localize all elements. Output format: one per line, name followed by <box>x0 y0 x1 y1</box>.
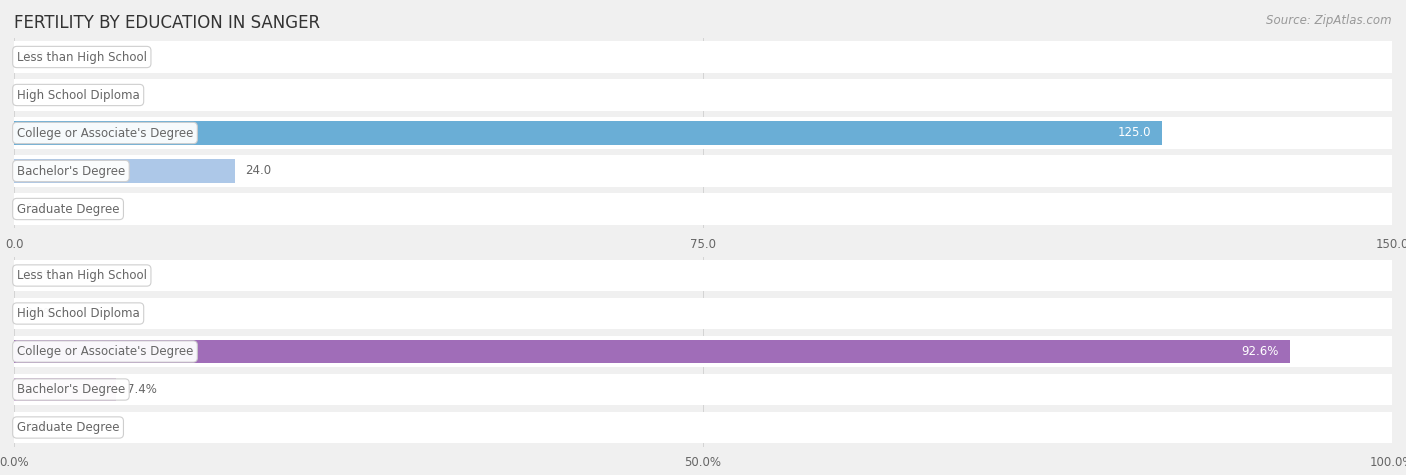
Text: College or Associate's Degree: College or Associate's Degree <box>17 345 193 358</box>
Text: 0.0: 0.0 <box>25 88 44 102</box>
Bar <box>14 378 117 401</box>
Bar <box>14 260 1392 291</box>
Bar <box>14 121 1163 145</box>
Text: 92.6%: 92.6% <box>1241 345 1279 358</box>
Text: Less than High School: Less than High School <box>17 269 146 282</box>
Text: 0.0: 0.0 <box>25 202 44 216</box>
Bar <box>14 79 1392 111</box>
Bar <box>14 41 1392 73</box>
Bar <box>14 117 1392 149</box>
Text: Bachelor's Degree: Bachelor's Degree <box>17 383 125 396</box>
Text: 0.0%: 0.0% <box>25 269 55 282</box>
Bar <box>14 336 1392 367</box>
Text: College or Associate's Degree: College or Associate's Degree <box>17 126 193 140</box>
Text: FERTILITY BY EDUCATION IN SANGER: FERTILITY BY EDUCATION IN SANGER <box>14 14 321 32</box>
Bar <box>14 298 1392 329</box>
Bar <box>14 155 1392 187</box>
Bar <box>14 374 1392 405</box>
Text: 7.4%: 7.4% <box>127 383 157 396</box>
Text: Source: ZipAtlas.com: Source: ZipAtlas.com <box>1267 14 1392 27</box>
Bar <box>14 159 235 183</box>
Text: High School Diploma: High School Diploma <box>17 307 139 320</box>
Bar <box>14 193 1392 225</box>
Bar <box>14 340 1289 363</box>
Text: Bachelor's Degree: Bachelor's Degree <box>17 164 125 178</box>
Text: 0.0%: 0.0% <box>25 421 55 434</box>
Text: 125.0: 125.0 <box>1118 126 1152 140</box>
Text: Graduate Degree: Graduate Degree <box>17 202 120 216</box>
Text: Less than High School: Less than High School <box>17 50 146 64</box>
Text: 0.0%: 0.0% <box>25 307 55 320</box>
Text: Graduate Degree: Graduate Degree <box>17 421 120 434</box>
Text: 24.0: 24.0 <box>246 164 271 178</box>
Text: High School Diploma: High School Diploma <box>17 88 139 102</box>
Bar <box>14 412 1392 443</box>
Text: 0.0: 0.0 <box>25 50 44 64</box>
